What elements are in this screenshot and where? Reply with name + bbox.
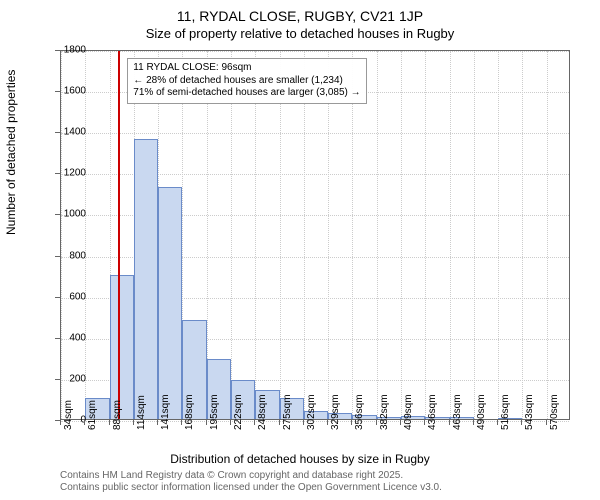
x-tick-mark xyxy=(473,420,474,425)
x-tick-mark xyxy=(303,420,304,425)
y-tick: 1400 xyxy=(46,127,86,138)
x-tick: 61sqm xyxy=(87,400,98,430)
x-tick-mark xyxy=(206,420,207,425)
x-tick: 409sqm xyxy=(403,394,414,430)
y-tick-mark xyxy=(55,50,60,51)
histogram-bar xyxy=(134,139,158,419)
annotation-line: 11 RYDAL CLOSE: 96sqm xyxy=(133,62,360,75)
gridline-v xyxy=(377,51,378,419)
x-tick-mark xyxy=(279,420,280,425)
y-tick: 400 xyxy=(46,332,86,343)
x-tick: 570sqm xyxy=(549,394,560,430)
x-tick-mark xyxy=(157,420,158,425)
gridline-h xyxy=(61,133,569,134)
y-tick: 1200 xyxy=(46,168,86,179)
x-tick-mark xyxy=(230,420,231,425)
footer-line-2: Contains public sector information licen… xyxy=(60,482,442,494)
x-tick: 114sqm xyxy=(136,395,147,430)
gridline-v xyxy=(522,51,523,419)
gridline-v xyxy=(85,51,86,419)
y-tick-mark xyxy=(55,379,60,380)
x-tick: 141sqm xyxy=(160,394,171,430)
x-tick: 88sqm xyxy=(112,400,123,430)
histogram-bar xyxy=(158,187,182,419)
x-tick-mark xyxy=(60,420,61,425)
y-tick: 1600 xyxy=(46,86,86,97)
x-tick: 543sqm xyxy=(524,394,535,430)
x-tick: 329sqm xyxy=(330,394,341,430)
gridline-v xyxy=(450,51,451,419)
x-tick: 436sqm xyxy=(427,394,438,430)
y-tick-mark xyxy=(55,256,60,257)
x-tick-mark xyxy=(497,420,498,425)
chart-container: 11, RYDAL CLOSE, RUGBY, CV21 1JP Size of… xyxy=(0,0,600,500)
gridline-v xyxy=(401,51,402,419)
x-tick: 302sqm xyxy=(306,394,317,430)
gridline-v xyxy=(474,51,475,419)
footer-line-1: Contains HM Land Registry data © Crown c… xyxy=(60,470,442,482)
y-tick-mark xyxy=(55,297,60,298)
x-tick-mark xyxy=(400,420,401,425)
gridline-v xyxy=(304,51,305,419)
x-tick-mark xyxy=(376,420,377,425)
x-tick: 275sqm xyxy=(282,394,293,430)
gridline-v xyxy=(547,51,548,419)
x-tick-mark xyxy=(449,420,450,425)
x-tick: 168sqm xyxy=(184,394,195,430)
gridline-v xyxy=(231,51,232,419)
x-tick-mark xyxy=(254,420,255,425)
x-tick-mark xyxy=(521,420,522,425)
x-tick: 463sqm xyxy=(452,394,463,430)
gridline-h xyxy=(61,51,569,52)
x-tick-mark xyxy=(109,420,110,425)
x-axis-label: Distribution of detached houses by size … xyxy=(0,452,600,466)
y-tick-mark xyxy=(55,173,60,174)
x-tick: 356sqm xyxy=(354,394,365,430)
y-tick-mark xyxy=(55,132,60,133)
x-tick-mark xyxy=(424,420,425,425)
y-tick: 600 xyxy=(46,291,86,302)
chart-title-address: 11, RYDAL CLOSE, RUGBY, CV21 1JP xyxy=(0,8,600,24)
x-tick: 195sqm xyxy=(209,394,220,430)
y-axis-label: Number of detached properties xyxy=(4,70,18,235)
annotation-line: ← 28% of detached houses are smaller (1,… xyxy=(133,75,360,88)
y-tick: 1000 xyxy=(46,209,86,220)
x-tick-mark xyxy=(546,420,547,425)
x-tick: 248sqm xyxy=(257,394,268,430)
x-tick-mark xyxy=(327,420,328,425)
gridline-v xyxy=(352,51,353,419)
chart-title-sub: Size of property relative to detached ho… xyxy=(0,26,600,41)
y-tick: 200 xyxy=(46,373,86,384)
footer-attribution: Contains HM Land Registry data © Crown c… xyxy=(60,470,442,494)
annotation-box: 11 RYDAL CLOSE: 96sqm← 28% of detached h… xyxy=(127,58,366,104)
x-tick-mark xyxy=(84,420,85,425)
x-tick-mark xyxy=(181,420,182,425)
plot-area: 11 RYDAL CLOSE: 96sqm← 28% of detached h… xyxy=(60,50,570,420)
y-tick: 800 xyxy=(46,250,86,261)
x-tick: 34sqm xyxy=(63,400,74,430)
gridline-v xyxy=(425,51,426,419)
y-tick-mark xyxy=(55,338,60,339)
x-tick-mark xyxy=(133,420,134,425)
gridline-v xyxy=(61,51,62,419)
reference-line xyxy=(118,51,120,419)
gridline-v xyxy=(328,51,329,419)
y-tick-mark xyxy=(55,214,60,215)
x-tick: 222sqm xyxy=(233,394,244,430)
annotation-line: 71% of semi-detached houses are larger (… xyxy=(133,87,360,100)
x-tick: 382sqm xyxy=(379,394,390,430)
gridline-v xyxy=(255,51,256,419)
x-tick-mark xyxy=(351,420,352,425)
y-tick: 1800 xyxy=(46,45,86,56)
gridline-v xyxy=(280,51,281,419)
y-tick-mark xyxy=(55,91,60,92)
histogram-bar xyxy=(110,275,134,419)
x-tick: 490sqm xyxy=(476,394,487,430)
gridline-v xyxy=(498,51,499,419)
x-tick: 516sqm xyxy=(500,394,511,430)
